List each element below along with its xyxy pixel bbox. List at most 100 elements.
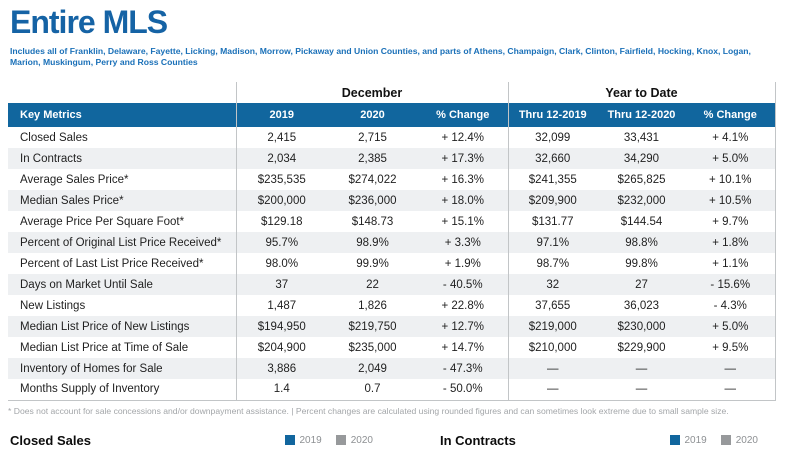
- table-row: Months Supply of Inventory 1.4 0.7 - 50.0% —…: [8, 379, 776, 400]
- page-title: Entire MLS: [10, 4, 168, 40]
- table-row: Percent of Last List Price Received* 98.0…: [8, 253, 776, 274]
- metric-label: New Listings: [20, 299, 86, 312]
- metric-value: - 15.6%: [686, 274, 776, 295]
- table-row: Days on Market Until Sale 37 22 - 40.5% 32 27…: [8, 274, 776, 295]
- metric-value: 1,826: [358, 299, 387, 312]
- table-row: In Contracts 2,034 2,385 + 17.3% 32,660 34,29…: [8, 148, 776, 169]
- metric-value: 33,431: [623, 131, 660, 144]
- metric-value: - 40.5%: [442, 278, 483, 291]
- group-header-spacer: [8, 82, 236, 103]
- metric-value: - 4.3%: [686, 295, 776, 316]
- chart-header-in-contracts: In Contracts 2019 2020: [440, 433, 758, 448]
- group-header-row: December Year to Date: [8, 82, 776, 103]
- metric-value: + 12.7%: [441, 320, 485, 333]
- column-header-dec-2020: 2020: [327, 103, 418, 127]
- metric-value: 97.1%: [507, 232, 597, 253]
- metric-value: + 1.8%: [686, 232, 776, 253]
- table-body: Closed Sales 2,415 2,715 + 12.4% 32,099 33,43…: [8, 127, 776, 400]
- column-header-dec-2019: 2019: [235, 103, 327, 127]
- metric-value: 37,655: [507, 295, 597, 316]
- legend-item-2020: 2020: [720, 434, 758, 446]
- metric-value: 2,049: [358, 362, 387, 375]
- metric-value: 98.7%: [507, 253, 597, 274]
- table-row: New Listings 1,487 1,826 + 22.8% 37,655 36,02…: [8, 295, 776, 316]
- legend-label-2019: 2019: [299, 434, 322, 446]
- column-header-dec-change: % Change: [418, 103, 508, 127]
- table-row: Median List Price of New Listings $194,95…: [8, 316, 776, 337]
- chart-title-in-contracts: In Contracts: [440, 432, 516, 448]
- metric-value: $229,900: [617, 341, 666, 354]
- metric-value: 1,487: [235, 295, 327, 316]
- metric-value: 95.7%: [235, 232, 327, 253]
- metric-value: 32,660: [507, 148, 597, 169]
- table-row: Median Sales Price* $200,000 $236,000 + 18.…: [8, 190, 776, 211]
- metric-value: 2,715: [358, 131, 387, 144]
- footnote: * Does not account for sale concessions …: [8, 405, 729, 416]
- metric-value: + 17.3%: [441, 152, 485, 165]
- report-page: Entire MLS Includes all of Franklin, Del…: [0, 4, 793, 469]
- group-header-december: December: [235, 82, 508, 103]
- metric-value: + 12.4%: [441, 131, 485, 144]
- metric-value: —: [635, 383, 648, 396]
- chart-header-closed-sales: Closed Sales 2019 2020: [10, 433, 373, 448]
- legend-swatch-2019: [284, 435, 295, 445]
- metric-value: + 5.0%: [686, 148, 776, 169]
- metric-value: 2,034: [235, 148, 327, 169]
- metric-value: + 16.3%: [441, 173, 485, 186]
- legend-in-contracts: 2019 2020: [656, 434, 758, 446]
- metric-value: 2,415: [235, 127, 327, 148]
- metric-value: - 50.0%: [442, 383, 483, 396]
- legend-label-2020: 2020: [350, 434, 373, 446]
- metric-label: In Contracts: [20, 152, 82, 165]
- metric-label: Median List Price at Time of Sale: [20, 341, 189, 354]
- metric-label: Days on Market Until Sale: [20, 278, 153, 291]
- metric-value: —: [635, 362, 648, 375]
- metric-value: + 18.0%: [441, 194, 485, 207]
- legend-swatch-2020: [335, 435, 346, 445]
- table-row: Inventory of Homes for Sale 3,886 2,049 - 4…: [8, 358, 776, 379]
- metric-value: 36,023: [623, 299, 660, 312]
- metric-value: $209,900: [507, 190, 597, 211]
- group-header-year-to-date: Year to Date: [507, 82, 776, 103]
- metric-value: + 9.7%: [686, 211, 776, 232]
- legend-swatch-2019: [669, 435, 680, 445]
- metric-value: $241,355: [507, 169, 597, 190]
- chart-title-closed-sales: Closed Sales: [10, 432, 91, 448]
- metric-value: + 10.1%: [686, 169, 776, 190]
- legend-item-2020: 2020: [335, 434, 373, 446]
- table-row: Percent of Original List Price Received*…: [8, 232, 776, 253]
- metric-value: $274,022: [348, 173, 397, 186]
- metric-value: $230,000: [617, 320, 666, 333]
- metric-value: 0.7: [364, 383, 381, 396]
- legend-item-2019: 2019: [284, 434, 322, 446]
- metric-label: Median List Price of New Listings: [20, 320, 190, 333]
- metric-value: 22: [366, 278, 379, 291]
- column-header-ytd-change: % Change: [686, 103, 776, 127]
- metric-value: $232,000: [617, 194, 666, 207]
- column-header-key-metrics: Key Metrics: [8, 103, 236, 127]
- metric-value: —: [507, 379, 597, 400]
- metric-value: —: [507, 358, 597, 379]
- metric-value: + 14.7%: [441, 341, 485, 354]
- metric-value: 32: [507, 274, 597, 295]
- metric-value: + 1.1%: [686, 253, 776, 274]
- legend-item-2019: 2019: [669, 435, 707, 446]
- column-header-ytd-2020: Thru 12-2020: [597, 103, 686, 127]
- page-subtitle: Includes all of Franklin, Delaware, Faye…: [10, 46, 751, 67]
- metric-value: $235,535: [235, 169, 327, 190]
- metric-label: Average Sales Price*: [20, 173, 129, 186]
- metric-value: 99.8%: [625, 257, 658, 270]
- metric-value: + 22.8%: [441, 299, 485, 312]
- metric-value: - 47.3%: [442, 362, 483, 375]
- legend-swatch-2020: [720, 435, 731, 445]
- legend-label-2020: 2020: [735, 434, 758, 446]
- metric-value: —: [686, 379, 776, 400]
- metric-label: Closed Sales: [20, 131, 88, 144]
- metric-value: + 9.5%: [686, 337, 776, 358]
- metric-value: $204,900: [235, 337, 327, 358]
- metric-value: —: [686, 358, 776, 379]
- metric-label: Average Price Per Square Foot*: [20, 215, 185, 228]
- metric-value: + 10.5%: [686, 190, 776, 211]
- column-header-ytd-2019: Thru 12-2019: [507, 103, 597, 127]
- metric-value: 3,886: [235, 358, 327, 379]
